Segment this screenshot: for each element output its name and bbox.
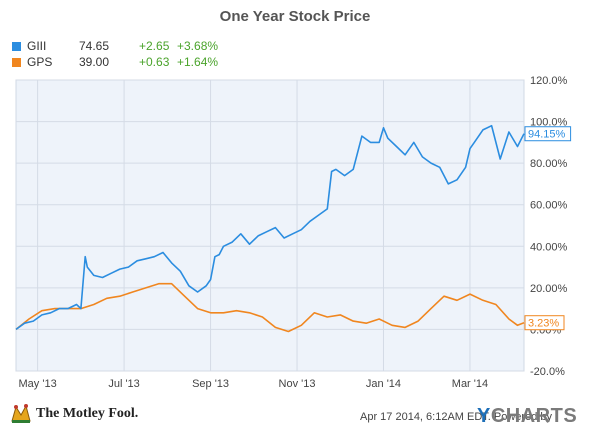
x-tick-label: Sep '13 — [192, 378, 229, 390]
y-tick-label: 100.0% — [530, 117, 568, 129]
series-line-gps — [15, 282, 525, 333]
jester-hat-icon — [11, 404, 31, 423]
legend-change: +2.65 — [139, 39, 170, 53]
plot-area — [15, 79, 525, 372]
legend-price: 39.00 — [79, 55, 110, 69]
ycharts-y: Y — [477, 405, 491, 427]
end-label-giii: 94.15% — [528, 129, 566, 141]
x-tick-label: May '13 — [19, 378, 57, 390]
y-tick-label: 20.00% — [530, 283, 568, 295]
y-tick-label: 80.00% — [530, 158, 568, 170]
x-tick-label: Mar '14 — [452, 378, 488, 390]
x-tick-label: Nov '13 — [279, 378, 316, 390]
y-tick-label: 60.00% — [530, 200, 568, 212]
end-label-gps: 3.23% — [528, 318, 559, 330]
y-tick-label: 120.0% — [530, 75, 568, 87]
footer-date: Apr 17 2014, 6:12AM EDT. Powered by — [360, 411, 552, 423]
motley-fool-logo: The Motley Fool. — [10, 403, 138, 425]
legend-row-gps: GPS 39.00 +0.63 +1.64% — [12, 54, 237, 70]
x-tick-label: Jan '14 — [366, 378, 401, 390]
legend-pct: +1.64% — [177, 55, 219, 69]
legend-swatch-gps — [12, 57, 21, 67]
x-tick-label: Jul '13 — [108, 378, 139, 390]
ycharts-logo: YCHARTS — [477, 405, 577, 428]
legend-change: +0.63 — [139, 55, 170, 69]
legend: GIII 74.65 +2.65 +3.68% GPS 39.00 +0.63 … — [12, 38, 237, 70]
legend-swatch-giii — [12, 41, 21, 51]
end-label-box-gps — [524, 315, 565, 331]
end-label-box-giii — [524, 126, 572, 142]
ycharts-text: CHARTS — [490, 405, 578, 427]
legend-pct: +3.68% — [177, 39, 219, 53]
motley-fool-text: The Motley Fool. — [36, 406, 139, 421]
chart-title: One Year Stock Price — [219, 8, 371, 25]
legend-symbol: GPS — [27, 55, 53, 69]
legend-row-giii: GIII 74.65 +2.65 +3.68% — [12, 38, 237, 54]
y-tick-label: -20.0% — [530, 366, 565, 378]
legend-price: 74.65 — [79, 39, 110, 53]
series-line-giii — [15, 124, 525, 331]
legend-symbol: GIII — [27, 39, 47, 53]
y-tick-label: 40.00% — [530, 241, 568, 253]
